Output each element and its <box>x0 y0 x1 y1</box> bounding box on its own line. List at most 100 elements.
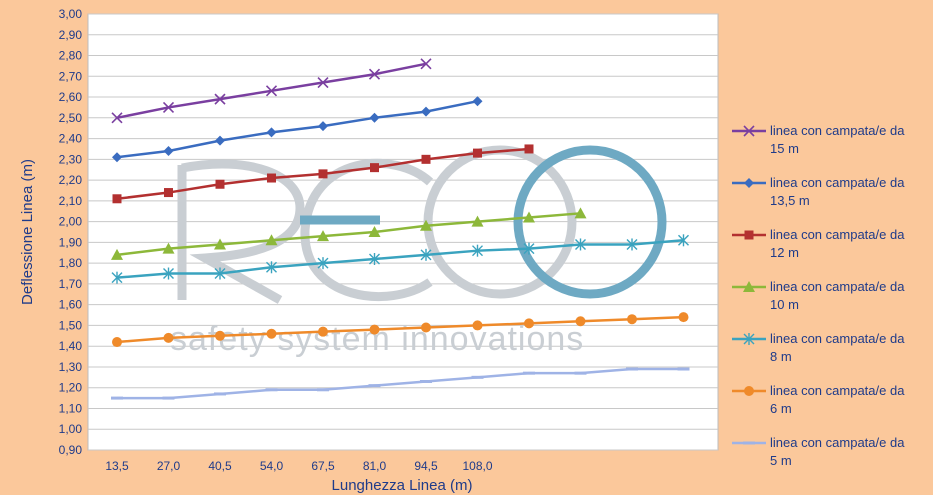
legend-entry: linea con campata/e da 8 m <box>732 331 905 364</box>
y-tick-label: 1,30 <box>59 360 83 374</box>
data-point <box>743 125 755 137</box>
y-tick-label: 2,70 <box>59 69 83 83</box>
data-point <box>163 267 174 280</box>
data-point <box>368 226 381 237</box>
data-point <box>162 242 175 254</box>
x-tick-label: 54,0 <box>260 459 284 473</box>
gridlines <box>88 13 718 451</box>
y-tick-label: 1,00 <box>59 422 83 436</box>
series-6 <box>112 312 689 348</box>
series-2 <box>112 96 483 163</box>
legend-label: linea con campata/e da 10 m <box>770 279 905 312</box>
y-tick-label: 2,30 <box>59 152 83 166</box>
data-point <box>524 144 534 154</box>
y-tick-label: 2,60 <box>59 90 83 104</box>
data-point <box>317 76 329 89</box>
data-point <box>420 219 432 231</box>
data-point <box>473 148 482 158</box>
series-1 <box>111 58 432 124</box>
data-point <box>317 230 329 242</box>
data-point <box>421 154 431 164</box>
data-point <box>743 281 755 292</box>
y-tick-label: 1,40 <box>59 339 83 353</box>
legend-label: linea con campata/e da 13,5 m <box>770 175 905 208</box>
data-point <box>420 248 432 261</box>
series-7 <box>111 367 690 400</box>
data-point <box>574 207 587 219</box>
data-point <box>744 386 754 396</box>
data-point <box>215 135 225 146</box>
data-point <box>317 257 329 270</box>
y-tick-label: 2,40 <box>59 132 83 146</box>
data-point <box>266 127 277 138</box>
data-point <box>214 93 226 105</box>
x-tick-label: 81,0 <box>363 459 387 473</box>
x-tick-label: 27,0 <box>157 459 181 473</box>
x-tick-label: 108,0 <box>462 459 492 473</box>
data-point <box>420 58 432 70</box>
watermark-letter-e <box>300 158 434 302</box>
data-point <box>471 215 484 227</box>
data-point <box>369 324 380 335</box>
x-tick-label: 67,5 <box>311 459 335 473</box>
data-point <box>369 112 380 123</box>
series-line <box>116 239 684 279</box>
legend-entry: linea con campata/e da 12 m <box>732 227 905 260</box>
data-point <box>678 312 689 323</box>
y-tick-label: 2,90 <box>59 28 83 42</box>
y-tick-label: 1,20 <box>59 381 83 395</box>
y-tick-label: 1,90 <box>59 235 83 249</box>
series-5 <box>111 234 689 284</box>
legend: linea con campata/e da 15 m linea con camp… <box>732 123 905 468</box>
y-tick-label: 1,10 <box>59 401 83 415</box>
data-point <box>626 238 638 251</box>
data-point <box>163 146 174 157</box>
data-point <box>214 238 226 250</box>
legend-label: linea con campata/e da 5 m <box>770 435 905 468</box>
data-point <box>744 178 754 188</box>
y-axis-title: Deflessione Linea (m) <box>19 159 36 305</box>
y-tick-label: 2,50 <box>59 111 83 125</box>
data-point <box>370 163 379 173</box>
data-point <box>575 316 586 327</box>
data-point <box>215 179 225 189</box>
watermark-letter-o <box>423 145 577 299</box>
data-point <box>318 169 328 179</box>
y-axis-ticks: 0,90 1,00 1,10 1,20 1,30 1,40 1,50 1,60 1,70 1,80… <box>59 7 83 457</box>
legend-label: linea con campata/e da 15 m <box>770 123 905 156</box>
data-point <box>111 271 123 284</box>
watermark-ring-accent <box>513 145 667 299</box>
data-point <box>265 234 278 246</box>
series-line <box>116 99 478 159</box>
data-point <box>523 242 535 255</box>
legend-label: linea con campata/e da 8 m <box>770 331 905 364</box>
data-point <box>111 248 123 260</box>
series-4 <box>111 207 587 260</box>
y-tick-label: 2,20 <box>59 173 83 187</box>
watermark-letter-r-curve <box>181 159 305 304</box>
data-point <box>369 252 380 265</box>
data-point <box>266 261 277 274</box>
data-point <box>523 211 535 223</box>
data-point <box>112 337 122 348</box>
data-point <box>627 314 637 325</box>
data-point <box>162 101 175 113</box>
data-point <box>421 106 431 117</box>
y-tick-label: 2,10 <box>59 194 83 208</box>
data-point <box>743 333 755 345</box>
legend-entry: linea con campata/e da 6 m <box>732 383 905 416</box>
data-point <box>267 173 276 183</box>
data-point <box>164 188 173 198</box>
series-line <box>116 315 684 344</box>
data-point <box>318 326 328 337</box>
data-point <box>421 322 431 333</box>
plot-area <box>87 13 719 451</box>
x-tick-label: 13,5 <box>105 459 129 473</box>
data-point <box>265 85 278 97</box>
data-point <box>744 230 754 240</box>
data-point <box>524 318 534 329</box>
x-tick-label: 94,5 <box>414 459 438 473</box>
x-axis-title: Lunghezza Linea (m) <box>332 477 473 494</box>
data-point <box>368 68 381 80</box>
